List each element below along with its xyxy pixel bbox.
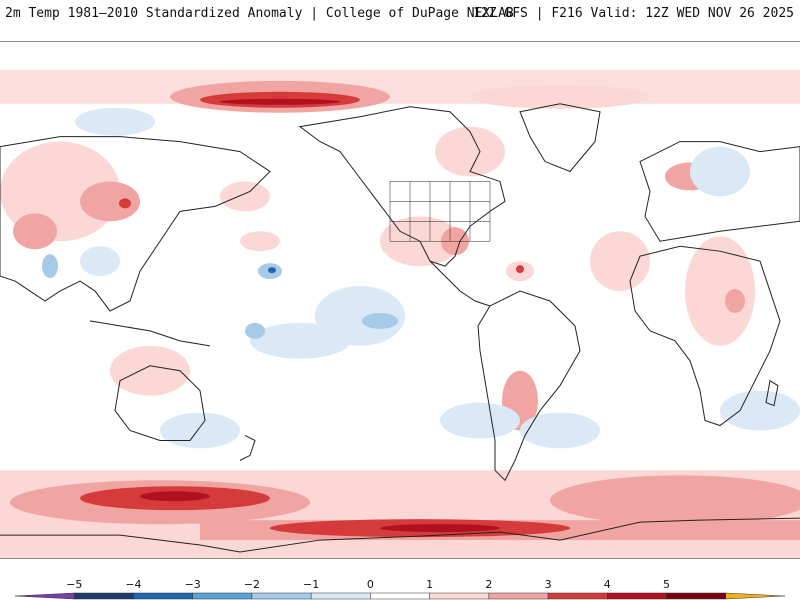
run-info: 12Z GFS | F216 Valid: 12Z WED NOV 26 202… — [473, 6, 794, 21]
colorbar-segment — [725, 592, 786, 600]
colorbar-segment — [488, 592, 549, 600]
colorbar-segments — [14, 592, 786, 600]
colorbar-segment — [73, 592, 134, 600]
indonesia-outline — [89, 320, 211, 347]
colorbar-tick-label: −2 — [244, 578, 260, 591]
colorbar-tick-label: −3 — [185, 578, 201, 591]
colorbar-segment — [429, 592, 490, 600]
colorbar-tick-label: 5 — [663, 578, 670, 591]
colorbar-segment — [14, 592, 75, 600]
colorbar-tick-label: −1 — [303, 578, 319, 591]
colorbar-tick-label: 4 — [604, 578, 611, 591]
colorbar-tick-labels: −5 −4 −3 −2 −1 0 1 2 3 4 5 — [66, 578, 670, 591]
colorbar-segment — [192, 592, 253, 600]
australia-outline — [114, 365, 206, 441]
greenland-outline — [519, 103, 601, 173]
colorbar-segment — [547, 592, 608, 600]
colorbar-segment — [607, 592, 667, 600]
colorbar-segment — [666, 592, 727, 600]
colorbar-tick-label: 0 — [367, 578, 374, 591]
colorbar-tick-label: 1 — [426, 578, 433, 591]
colorbar-tick-label: 2 — [485, 578, 492, 591]
colorbar-tick-label: −4 — [125, 578, 141, 591]
asia-outline — [0, 136, 271, 312]
map-title: 2m Temp 1981–2010 Standardized Anomaly |… — [5, 6, 514, 21]
colorbar: −5 −4 −3 −2 −1 0 1 2 3 4 5 — [14, 578, 786, 600]
colorbar-segment — [370, 592, 430, 600]
us-state-borders — [389, 181, 491, 242]
antarctic-warm-anomaly — [0, 470, 800, 558]
cool-anomalies — [42, 107, 800, 449]
colorbar-tick-label: −5 — [66, 578, 82, 591]
madagascar-outline — [765, 379, 779, 407]
central-america-outline — [429, 260, 491, 307]
europe-outline — [639, 141, 800, 242]
africa-outline — [629, 245, 781, 427]
colorbar-segment — [251, 592, 312, 600]
south-america-outline — [477, 290, 581, 482]
colorbar-segment — [133, 592, 193, 600]
antarctica-outline — [0, 517, 800, 553]
arctic-warm-anomaly — [0, 69, 800, 113]
colorbar-segment — [310, 592, 371, 600]
new-zealand-outline — [239, 435, 256, 461]
anomaly-map — [0, 41, 800, 559]
colorbar-tick-label: 3 — [545, 578, 552, 591]
